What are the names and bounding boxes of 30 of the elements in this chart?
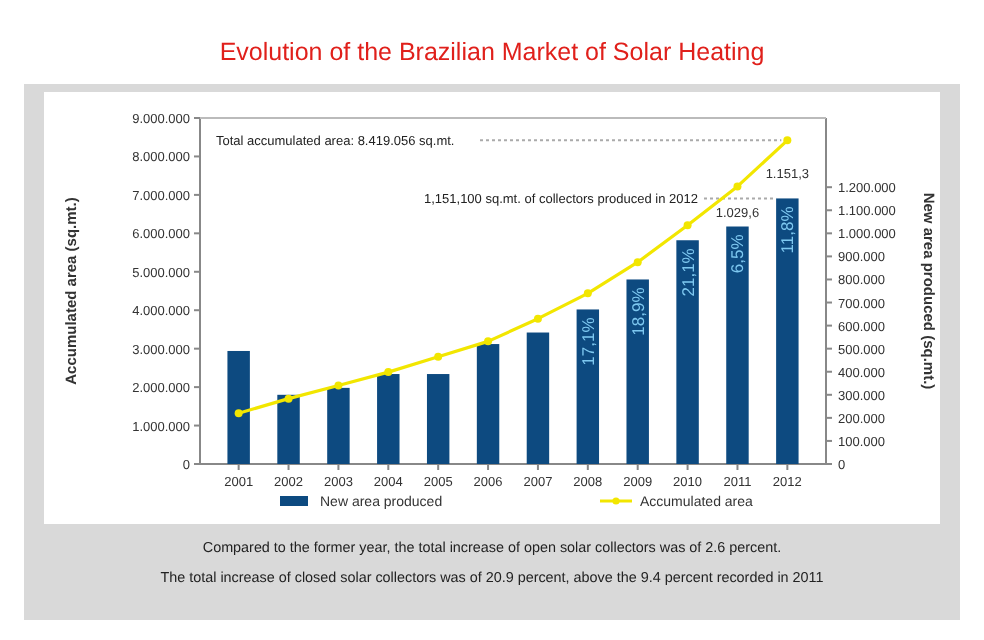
bar: [626, 279, 649, 464]
point: [484, 337, 493, 346]
bar: [726, 226, 749, 464]
bar: [676, 240, 699, 464]
annotation: 6,5%: [727, 233, 748, 274]
point: [284, 394, 293, 403]
point: [633, 258, 642, 267]
point: [683, 221, 692, 230]
bar: [227, 350, 250, 464]
point: [334, 381, 343, 390]
bar: [377, 374, 400, 464]
annotation: 17,1%: [577, 316, 598, 366]
point: [583, 289, 592, 298]
bar: [526, 332, 550, 464]
bar: [277, 394, 300, 464]
bar: [576, 309, 600, 464]
bar: [426, 374, 450, 464]
point: [733, 182, 742, 191]
annotation: 21,1%: [677, 247, 698, 297]
point: [384, 368, 393, 377]
point: [783, 136, 792, 145]
bar: [476, 344, 500, 464]
point: [434, 352, 443, 361]
point: [533, 314, 542, 323]
annotation: 18,9%: [627, 286, 648, 336]
chart-title: Evolution of the Brazilian Market of Solar Heating: [219, 38, 765, 66]
point: [234, 409, 243, 418]
bar: [327, 387, 350, 464]
bar: [776, 198, 799, 464]
annotation: 11,8%: [777, 205, 798, 254]
